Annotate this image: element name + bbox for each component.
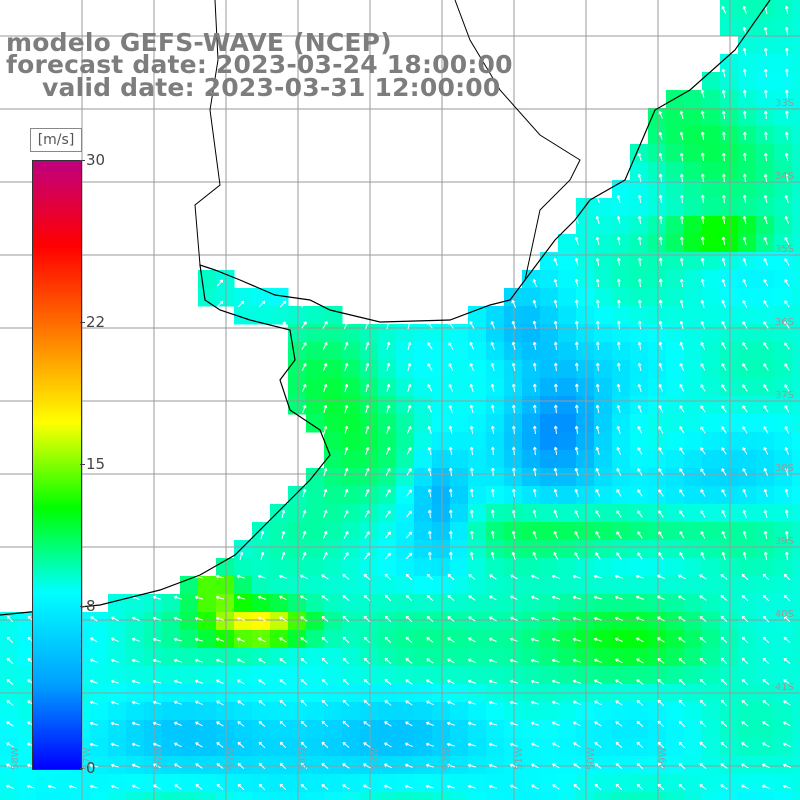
colorbar-tick: 15 [86,455,106,473]
longitude-label: 53W [370,747,381,770]
longitude-label: 51W [514,747,525,770]
latitude-label: 36S [774,317,794,328]
latitude-label: 37S [774,390,794,401]
colorbar-tick: 0 [86,759,96,777]
colorbar-units: [m/s] [30,128,82,152]
latitude-label: 41S [774,682,794,693]
longitude-label: 52W [442,747,453,770]
coastline [0,0,771,616]
latitude-label: 34S [774,171,794,182]
colorbar [32,160,82,770]
colorbar-tick: 30 [86,151,106,169]
colorbar-tick: 8 [86,596,96,615]
forecast-date: forecast date: 2023-03-24 18:00:00 [6,50,513,79]
wind-arrows [5,5,791,791]
longitude-label: 50W [586,747,597,770]
latitude-label: 35S [774,244,794,255]
latitude-label: 40S [774,609,794,620]
longitude-label: 49W [658,747,669,770]
country-borders [194,0,581,281]
longitude-label: 57W [82,747,93,770]
colorbar-tick: 22 [86,313,106,332]
longitude-label: 55W [226,747,237,770]
latitude-label: 33S [774,98,794,109]
longitude-label: 54W [298,747,309,770]
valid-date: valid date: 2023-03-31 12:00:00 [42,73,501,102]
model-title: modelo GEFS-WAVE (NCEP) [6,28,392,57]
longitude-label: 56W [154,747,165,770]
longitude-label: 58W [10,747,21,770]
latitude-label: 38S [774,463,794,474]
latitude-label: 39S [774,536,794,547]
